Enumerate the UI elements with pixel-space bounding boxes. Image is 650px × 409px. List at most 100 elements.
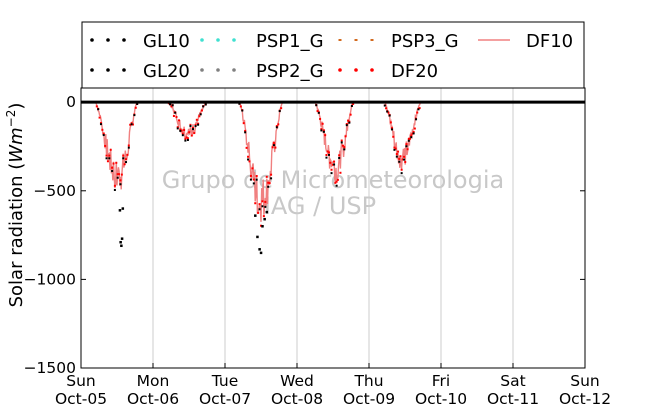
series-df20-point	[416, 111, 419, 114]
series-df20-point	[405, 143, 408, 146]
x-tick-date: Oct-09	[343, 390, 395, 408]
series-gl-point	[136, 102, 139, 105]
series-df20-point	[193, 132, 196, 135]
series-gl-point	[97, 108, 100, 111]
series-gl-outlier	[118, 209, 122, 212]
series-df20-point	[331, 163, 334, 166]
series-df20-point	[391, 127, 394, 130]
series-df20-point	[131, 123, 134, 126]
series-df20-point	[130, 122, 133, 125]
series-gl-point	[238, 102, 241, 105]
series-gl-point	[252, 182, 255, 185]
series-df20-point	[188, 131, 191, 134]
series-df20-point	[325, 153, 328, 156]
series-gl-point	[204, 103, 207, 106]
series-gl-point	[350, 104, 353, 107]
series-gl-outlier	[254, 214, 257, 217]
legend-marker	[90, 68, 94, 72]
legend-marker	[106, 68, 110, 72]
series-df20-point	[385, 107, 388, 110]
series-gl-point	[415, 118, 418, 121]
series-gl-point	[174, 111, 177, 114]
legend-marker	[232, 68, 236, 72]
legend-item-gl20: GL20	[90, 61, 190, 82]
series-df20-point	[327, 151, 330, 154]
series-gl-point	[108, 157, 111, 160]
series-df20-point	[344, 135, 347, 138]
series-df20-point	[398, 157, 401, 160]
series-gl-point	[272, 144, 275, 147]
series-gl-point	[184, 139, 187, 142]
legend-marker	[354, 68, 358, 72]
series-df20-point	[134, 106, 137, 109]
series-gl-point	[345, 124, 348, 127]
legend-label: GL20	[143, 61, 190, 82]
series-gl-point	[130, 123, 133, 126]
series-df20-point	[345, 123, 348, 126]
legend-label: PSP1_G	[256, 31, 324, 52]
series-gl-point	[127, 146, 130, 149]
legend-label: DF10	[526, 31, 573, 52]
series-gl-point	[194, 125, 197, 128]
series-df20-point	[409, 137, 412, 140]
legend-marker	[232, 38, 236, 42]
series-df20-point	[261, 200, 264, 203]
series-gl-point	[400, 172, 403, 175]
series-df20-point	[126, 153, 129, 156]
series-df20-point	[389, 121, 392, 124]
x-tick-date: Oct-10	[415, 390, 467, 408]
legend-marker	[338, 39, 342, 41]
series-df20-point	[109, 148, 112, 151]
series-df20-point	[129, 123, 132, 126]
series-gl-point	[395, 155, 398, 158]
series-gl-point	[412, 132, 415, 135]
series-gl-point	[99, 123, 102, 126]
series-gl-point	[278, 110, 281, 113]
series-df20-point	[352, 102, 355, 105]
series-df20-point	[271, 146, 274, 149]
series-df20-point	[245, 146, 248, 149]
series-df20-point	[336, 178, 339, 181]
legend-marker	[370, 39, 374, 41]
legend-marker	[106, 38, 110, 42]
series-gl-point	[261, 205, 264, 208]
series-df20-point	[270, 173, 273, 176]
series-df20-point	[267, 181, 270, 184]
series-df20-point	[179, 128, 182, 131]
x-tick-day: Mon	[137, 372, 170, 390]
series-df20-point	[98, 116, 101, 119]
series-df20-point	[260, 224, 262, 227]
legend-item-psp2-g: PSP2_G	[200, 61, 324, 82]
series-df20-point	[195, 118, 198, 121]
series-gl-point	[330, 172, 333, 175]
series-gl-point	[171, 104, 174, 107]
series-df20-point	[197, 122, 200, 125]
series-df20-point	[120, 173, 123, 176]
series-df20-point	[343, 146, 346, 149]
series-df20-point	[316, 110, 319, 113]
x-tick-day: Tue	[211, 372, 238, 390]
series-df20-point	[119, 179, 122, 182]
x-tick-date: Oct-08	[271, 390, 323, 408]
series-df20-point	[192, 126, 195, 129]
series-df20-point	[340, 139, 343, 142]
plot-frame	[80, 87, 586, 369]
series-df20-point	[106, 160, 109, 163]
x-tick-date: Oct-11	[487, 390, 539, 408]
series-gl-point	[176, 127, 179, 130]
series-gl-point	[179, 129, 182, 132]
series-df20-point	[329, 161, 332, 164]
series-df20-point	[341, 144, 344, 147]
series-df20-point	[418, 107, 421, 110]
series-df20-point	[400, 168, 403, 171]
series-gl-point	[393, 148, 396, 151]
series-df20-point	[249, 174, 252, 177]
series-df20-point	[123, 163, 126, 166]
series-df20-point	[115, 161, 118, 164]
series-gl-point	[264, 205, 267, 208]
series-gl-point	[181, 134, 184, 137]
y-tick-label: −500	[33, 182, 76, 200]
series-df20-point	[99, 122, 102, 125]
series-df20-point	[262, 215, 265, 218]
